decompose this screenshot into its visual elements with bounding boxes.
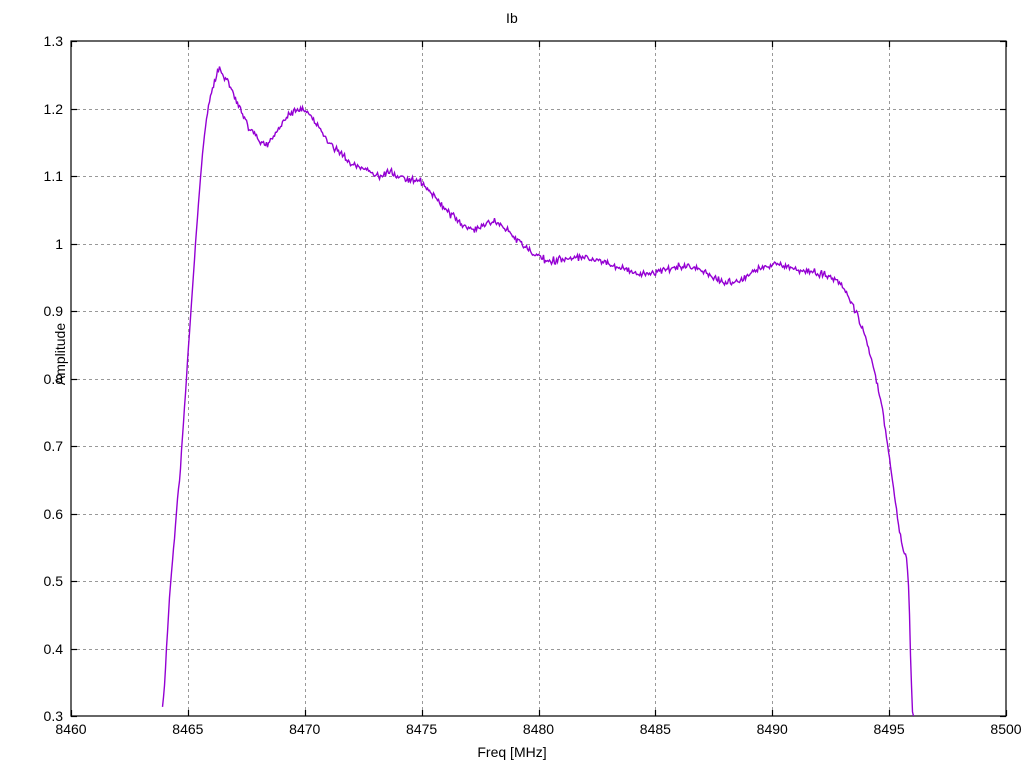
data-series-line xyxy=(161,66,915,717)
gridlines xyxy=(71,41,1006,716)
y-tick-label: 1 xyxy=(55,235,63,252)
x-axis-label: Freq [MHz] xyxy=(477,744,547,760)
y-tick-label: 0.9 xyxy=(43,303,63,319)
chart-title: Ib xyxy=(505,10,519,26)
x-tick-label: 8480 xyxy=(522,721,555,737)
y-tick-label: 1.3 xyxy=(43,33,63,49)
x-tick-label: 8470 xyxy=(289,721,321,737)
x-tick-label: 8475 xyxy=(406,721,438,737)
x-tick-label: 8460 xyxy=(55,721,87,737)
x-tick-label: 8485 xyxy=(639,721,671,737)
y-tick-label: 0.3 xyxy=(43,708,63,724)
y-tick-label: 0.7 xyxy=(43,438,63,454)
y-tick-label: 0.8 xyxy=(43,370,63,387)
x-tick-label: 8465 xyxy=(172,721,204,737)
axis-ticks xyxy=(70,40,1008,718)
y-tick-label: 0.6 xyxy=(43,505,63,522)
y-tick-label: 1.1 xyxy=(43,168,63,184)
x-tick-label: 8490 xyxy=(756,721,788,737)
y-tick-label: 0.4 xyxy=(43,640,63,657)
x-tick-label: 8500 xyxy=(990,721,1022,737)
x-tick-label: 8495 xyxy=(873,721,905,737)
y-tick-label: 0.5 xyxy=(43,573,63,589)
y-tick-label: 1.2 xyxy=(43,100,63,117)
plot-frame xyxy=(70,40,1007,717)
